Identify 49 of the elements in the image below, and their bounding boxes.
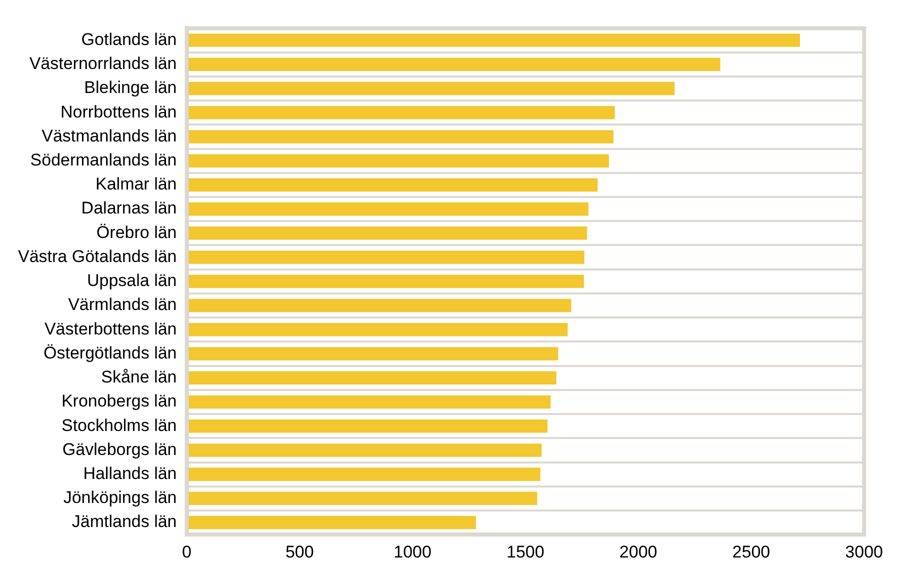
bar xyxy=(186,34,800,47)
bar xyxy=(186,468,540,481)
bar xyxy=(186,516,476,530)
x-tick-label: 0 xyxy=(182,542,192,562)
y-tick-label: Gävleborgs län xyxy=(62,440,177,459)
bar xyxy=(186,395,551,409)
x-tick-label: 2500 xyxy=(732,542,770,562)
y-tick-label: Västerbottens län xyxy=(44,319,177,338)
x-tick-label: 3000 xyxy=(845,542,884,562)
bar xyxy=(186,202,588,216)
bar xyxy=(186,322,568,336)
bar xyxy=(186,58,720,72)
y-tick-label: Örebro län xyxy=(96,222,177,242)
x-tick-label: 1500 xyxy=(506,542,544,562)
y-tick-label: Kalmar län xyxy=(95,174,177,194)
y-tick-label: Blekinge län xyxy=(84,78,177,98)
y-tick-label: Uppsala län xyxy=(86,271,177,290)
y-tick-label: Jämtlands län xyxy=(72,512,177,532)
y-tick-label: Stockholms län xyxy=(61,416,177,435)
y-tick-label: Jönköpings län xyxy=(63,488,177,508)
y-tick-label: Kronobergs län xyxy=(61,392,177,411)
bar xyxy=(186,274,584,288)
y-tick-label: Östergötlands län xyxy=(44,343,177,362)
bar xyxy=(186,347,558,360)
bar xyxy=(186,419,548,433)
bar xyxy=(186,82,675,96)
bar xyxy=(186,492,538,506)
x-tick-label: 500 xyxy=(285,542,314,562)
y-tick-label: Norrbottens län xyxy=(60,102,177,122)
bar xyxy=(186,371,556,384)
y-tick-label: Västernorrlands län xyxy=(29,54,177,74)
bar xyxy=(186,106,615,120)
y-tick-label: Hallands län xyxy=(83,464,177,483)
bar xyxy=(186,226,588,240)
y-tick-label: Värmlands län xyxy=(68,295,177,314)
y-tick-label: Västmanlands län xyxy=(42,126,177,146)
y-tick-label: Skåne län xyxy=(101,368,177,387)
bar xyxy=(186,154,609,168)
y-tick-label: Södermanlands län xyxy=(30,150,177,170)
bar xyxy=(186,178,598,192)
x-tick-label: 2000 xyxy=(619,542,658,562)
y-tick-label: Dalarnas län xyxy=(81,198,177,218)
bar xyxy=(186,130,614,144)
bar xyxy=(186,298,572,312)
x-tick-label: 1000 xyxy=(394,542,432,562)
y-tick-label: Gotlands län xyxy=(81,30,177,49)
bar xyxy=(186,444,542,457)
y-tick-label: Västra Götalands län xyxy=(18,246,177,266)
bar xyxy=(186,250,584,264)
